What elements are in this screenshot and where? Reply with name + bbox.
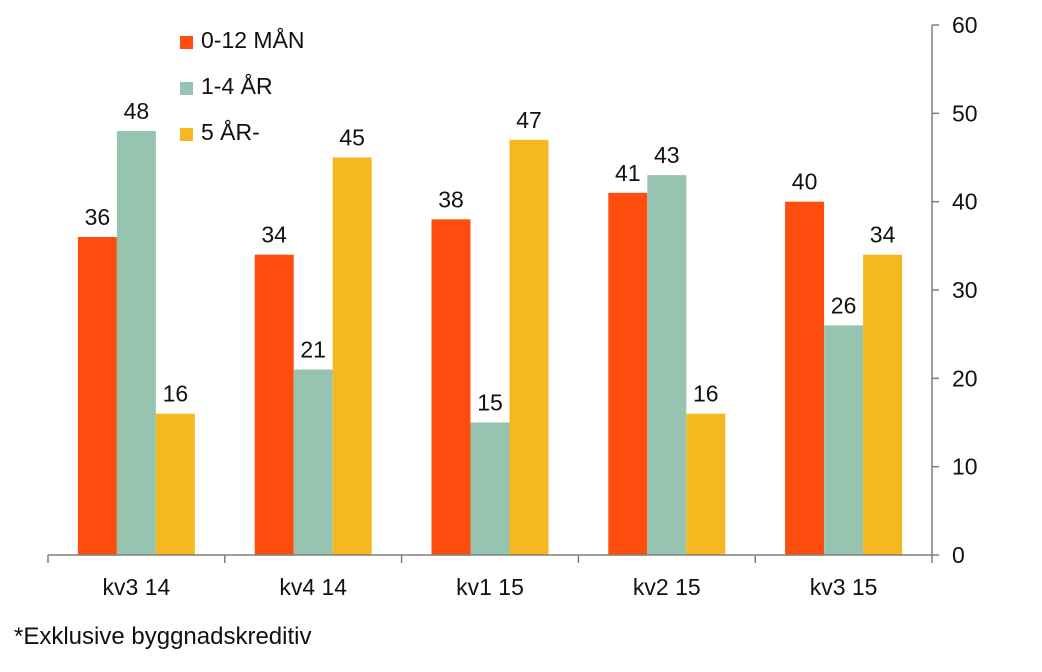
bar-3-4 <box>686 413 726 555</box>
data-label: 47 <box>516 107 542 133</box>
y-tick-label: 0 <box>952 542 965 568</box>
bar-3-5 <box>863 254 903 555</box>
bars-layer <box>77 131 903 556</box>
bar-1-5 <box>785 201 825 555</box>
data-label: 21 <box>300 337 326 363</box>
y-tick-label: 10 <box>952 454 978 480</box>
labels-layer: 36 34 38 41 40 48 21 15 43 26 16 45 47 16 34 kv3 14 kv4 … <box>85 12 978 600</box>
legend-swatch <box>180 128 193 141</box>
bar-2-5 <box>824 325 864 555</box>
data-label: 15 <box>477 390 503 416</box>
data-label: 48 <box>124 98 150 124</box>
bar-1-3 <box>431 219 471 556</box>
bar-2-4 <box>647 175 687 555</box>
bar-3-1 <box>155 413 195 555</box>
data-label: 40 <box>792 169 818 195</box>
y-tick-label: 50 <box>952 100 978 126</box>
legend-label: 0-12 MÅN <box>201 26 305 53</box>
bar-2-1 <box>116 131 156 555</box>
footnote: *Exklusive byggnadskreditiv <box>14 623 312 650</box>
data-label: 36 <box>85 204 111 230</box>
bar-1-2 <box>254 254 294 555</box>
bar-2-2 <box>293 369 333 555</box>
data-label: 38 <box>438 186 464 212</box>
data-label: 26 <box>831 292 857 318</box>
y-tick-label: 40 <box>952 189 978 215</box>
x-tick-label: kv4 14 <box>279 574 347 600</box>
data-label: 34 <box>870 222 896 248</box>
bar-2-3 <box>470 422 510 555</box>
data-label: 43 <box>654 142 680 168</box>
y-tick-label: 60 <box>952 12 978 38</box>
x-tick-label: kv1 15 <box>456 574 524 600</box>
legend-swatch <box>180 82 193 95</box>
x-tick-label: kv3 14 <box>103 574 171 600</box>
legend: 0-12 MÅN 1-4 ÅR 5 ÅR- <box>180 26 305 145</box>
bar-1-4 <box>608 192 648 556</box>
y-tick-label: 20 <box>952 365 978 391</box>
bar-3-3 <box>509 139 549 556</box>
data-label: 41 <box>615 160 641 186</box>
data-label: 16 <box>693 381 719 407</box>
legend-label: 5 ÅR- <box>201 118 260 145</box>
data-label: 34 <box>261 222 287 248</box>
bar-1-1 <box>77 237 117 555</box>
x-tick-label: kv3 15 <box>810 574 878 600</box>
legend-swatch <box>180 36 193 49</box>
axes-layer <box>47 24 939 563</box>
data-label: 45 <box>339 125 365 151</box>
x-tick-label: kv2 15 <box>633 574 701 600</box>
legend-label: 1-4 ÅR <box>201 72 273 99</box>
y-tick-label: 30 <box>952 277 978 303</box>
data-label: 16 <box>163 381 189 407</box>
bar-3-2 <box>332 157 372 555</box>
